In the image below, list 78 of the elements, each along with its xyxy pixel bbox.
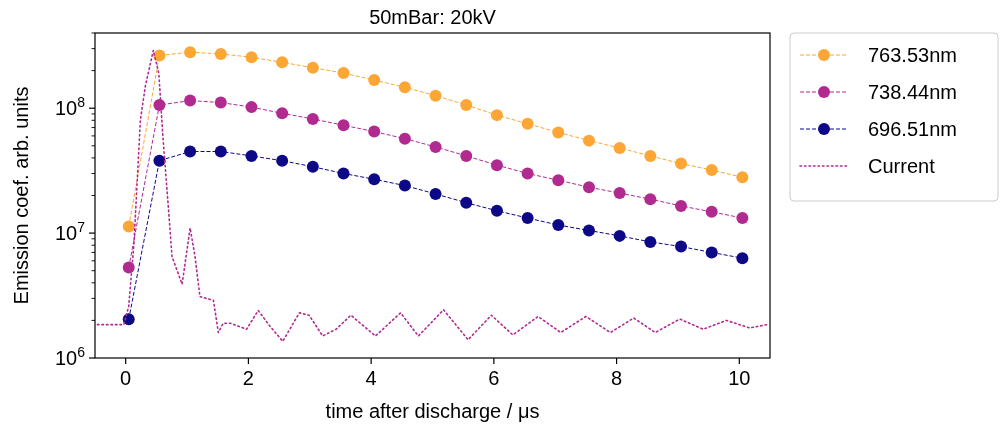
point bbox=[306, 160, 319, 173]
x-tick-label: 10 bbox=[728, 367, 751, 389]
x-tick-label: 0 bbox=[120, 367, 132, 389]
point bbox=[337, 167, 350, 180]
point bbox=[552, 126, 565, 139]
point bbox=[276, 56, 289, 69]
point bbox=[460, 149, 473, 162]
point bbox=[460, 99, 473, 112]
point bbox=[122, 313, 135, 326]
y-tick-label: 10$^{8}$ bbox=[54, 94, 86, 120]
chart-title: 50mBar: 20kV bbox=[369, 6, 497, 28]
point bbox=[613, 187, 626, 200]
point bbox=[521, 167, 534, 180]
point bbox=[306, 112, 319, 125]
legend-label: 696.51nm bbox=[868, 118, 957, 140]
point bbox=[337, 119, 350, 132]
point bbox=[368, 173, 381, 186]
point bbox=[736, 171, 749, 184]
point bbox=[490, 159, 503, 172]
point bbox=[398, 179, 411, 192]
y-tick-label: 10$^{7}$ bbox=[54, 219, 86, 245]
point bbox=[552, 174, 565, 187]
point bbox=[337, 67, 350, 80]
point bbox=[429, 89, 442, 102]
point bbox=[153, 154, 166, 167]
point bbox=[490, 204, 503, 217]
x-axis-title: time after discharge / μs bbox=[325, 400, 540, 422]
point bbox=[368, 74, 381, 87]
point bbox=[675, 157, 688, 170]
x-tick-label: 2 bbox=[242, 367, 254, 389]
legend-label: Current bbox=[868, 155, 936, 177]
point bbox=[705, 164, 718, 177]
point bbox=[736, 252, 749, 265]
x-tick-label: 4 bbox=[365, 367, 377, 389]
point bbox=[552, 219, 565, 232]
y-axis-title: Emission coef. arb. units bbox=[10, 86, 32, 305]
y-tick-label: 10$^{6}$ bbox=[54, 344, 86, 369]
x-tick-label: 6 bbox=[488, 367, 500, 389]
point bbox=[214, 145, 227, 158]
point bbox=[582, 181, 595, 194]
point bbox=[460, 196, 473, 209]
point bbox=[306, 61, 319, 74]
point bbox=[429, 140, 442, 153]
point bbox=[245, 51, 258, 64]
point bbox=[644, 193, 657, 206]
point bbox=[153, 49, 166, 62]
point bbox=[184, 145, 197, 158]
point bbox=[675, 199, 688, 212]
point bbox=[245, 149, 258, 162]
point bbox=[613, 142, 626, 155]
point bbox=[644, 149, 657, 162]
point bbox=[398, 81, 411, 94]
point bbox=[276, 107, 289, 120]
legend-label: 738.44nm bbox=[868, 81, 957, 103]
point bbox=[184, 46, 197, 59]
point bbox=[398, 132, 411, 145]
point bbox=[214, 96, 227, 109]
point bbox=[705, 205, 718, 218]
legend-label: 763.53nm bbox=[868, 44, 957, 66]
point bbox=[736, 212, 749, 225]
point bbox=[521, 212, 534, 225]
point bbox=[613, 229, 626, 242]
point bbox=[582, 224, 595, 237]
line-series bbox=[96, 49, 768, 343]
point bbox=[644, 235, 657, 248]
point bbox=[675, 240, 688, 253]
point bbox=[582, 134, 595, 147]
point bbox=[245, 101, 258, 114]
point bbox=[276, 154, 289, 167]
point bbox=[184, 94, 197, 107]
point bbox=[705, 246, 718, 259]
point bbox=[429, 187, 442, 200]
point bbox=[368, 125, 381, 138]
point bbox=[214, 47, 227, 60]
point bbox=[122, 220, 135, 233]
x-tick-label: 8 bbox=[611, 367, 623, 389]
point bbox=[490, 109, 503, 122]
point bbox=[521, 117, 534, 130]
